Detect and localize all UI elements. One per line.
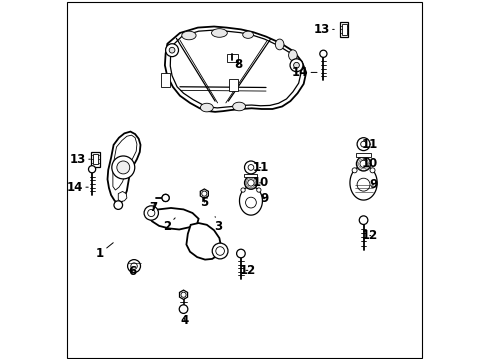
- Ellipse shape: [200, 103, 213, 112]
- Circle shape: [114, 201, 122, 210]
- Circle shape: [356, 138, 369, 150]
- Circle shape: [289, 59, 303, 72]
- Polygon shape: [179, 290, 187, 300]
- Circle shape: [319, 50, 326, 57]
- Polygon shape: [239, 186, 262, 215]
- Circle shape: [244, 176, 257, 189]
- Text: 13: 13: [313, 23, 334, 36]
- Circle shape: [356, 157, 370, 171]
- Circle shape: [359, 216, 367, 225]
- Polygon shape: [113, 135, 137, 190]
- Text: 14: 14: [291, 66, 316, 79]
- Circle shape: [360, 141, 366, 147]
- Circle shape: [165, 44, 178, 57]
- Circle shape: [127, 260, 140, 273]
- Circle shape: [162, 194, 169, 202]
- Text: 1: 1: [96, 243, 113, 260]
- Text: 12: 12: [239, 264, 255, 277]
- Circle shape: [169, 47, 175, 53]
- Circle shape: [144, 206, 158, 220]
- Circle shape: [244, 161, 257, 174]
- Circle shape: [179, 305, 187, 314]
- Circle shape: [245, 197, 256, 208]
- Text: 14: 14: [67, 181, 88, 194]
- Polygon shape: [200, 189, 208, 198]
- Text: 2: 2: [163, 218, 175, 233]
- Polygon shape: [107, 132, 140, 203]
- Polygon shape: [118, 192, 126, 202]
- Circle shape: [162, 194, 169, 202]
- Text: 10: 10: [361, 157, 377, 170]
- Circle shape: [131, 263, 137, 269]
- Ellipse shape: [232, 102, 245, 111]
- Circle shape: [202, 191, 206, 196]
- Bar: [161, 73, 170, 87]
- Circle shape: [181, 292, 186, 297]
- Circle shape: [212, 243, 227, 259]
- Polygon shape: [164, 27, 305, 112]
- Circle shape: [215, 247, 224, 255]
- Circle shape: [241, 188, 244, 192]
- Text: 5: 5: [200, 196, 208, 209]
- Circle shape: [256, 188, 261, 192]
- Circle shape: [293, 62, 299, 68]
- Polygon shape: [349, 166, 376, 200]
- Text: 4: 4: [180, 314, 188, 327]
- Text: 7: 7: [149, 202, 157, 215]
- Text: 13: 13: [70, 153, 90, 166]
- FancyBboxPatch shape: [91, 152, 100, 167]
- Circle shape: [351, 168, 356, 173]
- Circle shape: [247, 180, 254, 186]
- FancyBboxPatch shape: [341, 24, 346, 35]
- Bar: [227, 54, 238, 62]
- Text: 11: 11: [252, 161, 268, 174]
- Text: 6: 6: [128, 265, 137, 278]
- Text: 8: 8: [234, 58, 242, 71]
- Text: 3: 3: [214, 217, 222, 233]
- Ellipse shape: [275, 39, 284, 50]
- Ellipse shape: [182, 31, 196, 40]
- Circle shape: [117, 161, 129, 174]
- Circle shape: [369, 168, 374, 173]
- Circle shape: [112, 156, 135, 179]
- Circle shape: [88, 166, 96, 173]
- Polygon shape: [148, 208, 198, 229]
- Circle shape: [236, 249, 244, 258]
- Ellipse shape: [242, 31, 253, 39]
- Circle shape: [356, 178, 369, 191]
- Polygon shape: [186, 223, 221, 260]
- Ellipse shape: [288, 50, 297, 60]
- Circle shape: [247, 165, 253, 170]
- Circle shape: [359, 160, 366, 167]
- Bar: [228, 78, 237, 91]
- Polygon shape: [170, 30, 301, 108]
- Bar: [356, 153, 370, 157]
- Text: 11: 11: [361, 138, 377, 150]
- Text: 9: 9: [369, 178, 377, 191]
- Circle shape: [147, 210, 155, 217]
- Text: 12: 12: [361, 229, 377, 242]
- Text: 9: 9: [260, 192, 268, 205]
- Text: 10: 10: [252, 176, 268, 189]
- Bar: [244, 174, 257, 177]
- FancyBboxPatch shape: [93, 154, 98, 165]
- FancyBboxPatch shape: [339, 22, 348, 37]
- Ellipse shape: [211, 29, 227, 37]
